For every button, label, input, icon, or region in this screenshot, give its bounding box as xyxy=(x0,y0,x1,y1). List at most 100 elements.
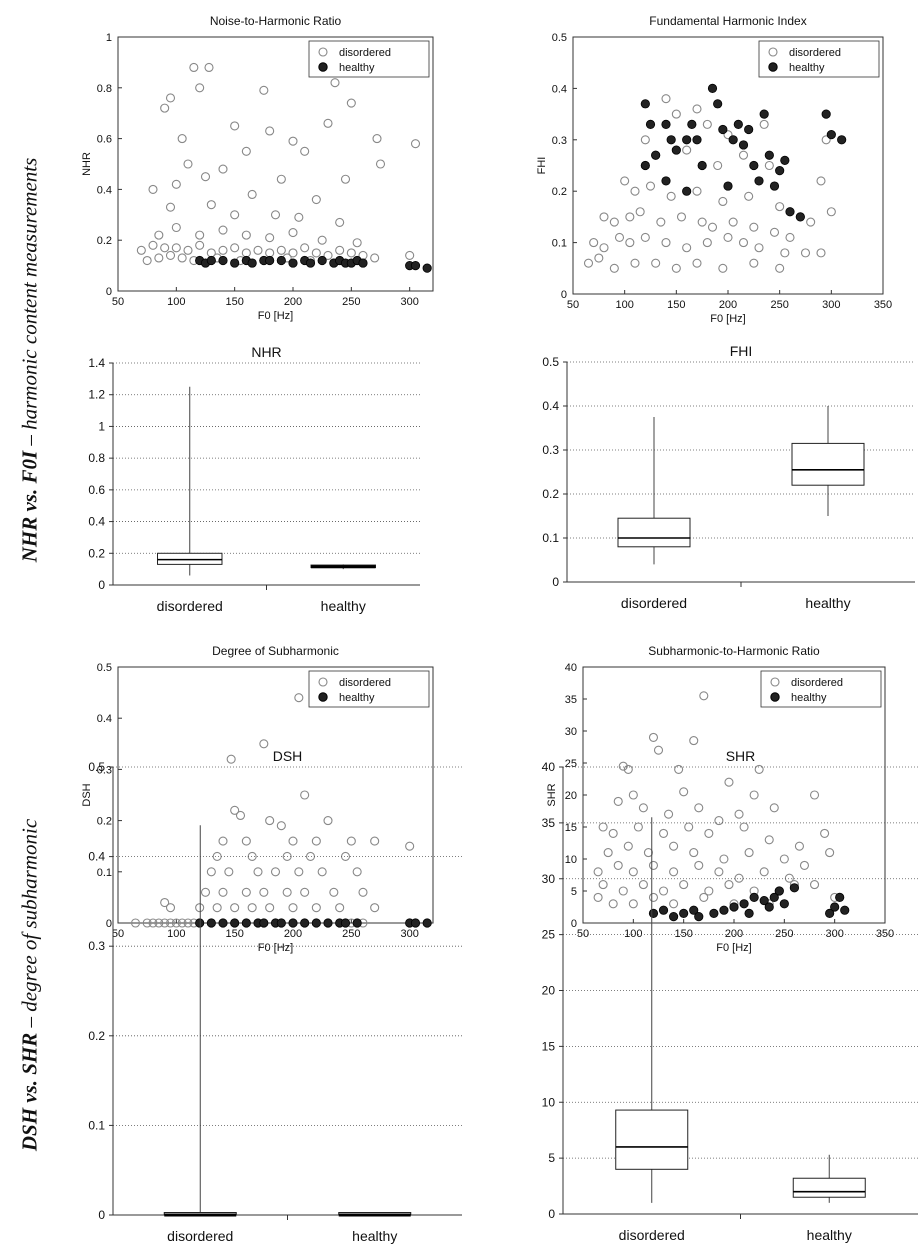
shr-scatter-point-disordered xyxy=(744,848,754,858)
dsh-scatter-xlabel: F0 [Hz] xyxy=(258,942,293,954)
fhi-scatter-point-disordered xyxy=(635,207,645,217)
dsh-scatter-point-disordered xyxy=(212,903,222,913)
dsh-scatter-point-disordered xyxy=(335,903,345,913)
nhr-scatter-xtick-label: 200 xyxy=(284,296,302,308)
dsh-scatter-point-healthy xyxy=(206,918,216,928)
fhi-scatter-point-disordered xyxy=(661,238,671,248)
dsh-scatter-ytick-label: 0.2 xyxy=(97,816,112,828)
dsh-scatter-point-disordered xyxy=(294,693,304,703)
fhi-scatter-point-disordered xyxy=(640,135,650,145)
dsh-scatter-point-disordered xyxy=(282,851,292,861)
shr-scatter-xtick-label: 100 xyxy=(624,928,642,940)
nhr-scatter-point-healthy xyxy=(317,255,327,266)
dsh-scatter-xtick-label: 300 xyxy=(400,928,418,940)
shr-scatter-point-disordered xyxy=(648,732,659,742)
nhr-scatter-ytick-label: 0.2 xyxy=(97,235,112,247)
dsh-scatter-point-disordered xyxy=(171,918,181,928)
nhr-scatter-ytick-label: 0.6 xyxy=(97,134,112,146)
shr-scatter-point-disordered xyxy=(714,816,724,826)
dsh-scatter-point-disordered xyxy=(329,887,339,897)
nhr-scatter-xtick-label: 100 xyxy=(167,296,185,308)
nhr-scatter-ytick-label: 0.4 xyxy=(97,184,112,196)
fhi-scatter-point-disordered xyxy=(692,104,702,114)
nhr-scatter-point-healthy xyxy=(305,258,316,268)
dsh-scatter-point-disordered xyxy=(195,903,205,913)
shr-scatter-point-disordered xyxy=(653,745,664,755)
shr-scatter-point-disordered xyxy=(603,848,613,858)
shr-scatter-point-disordered xyxy=(658,828,669,838)
shr-box-title: SHR xyxy=(726,748,756,764)
shr-scatter-point-disordered xyxy=(784,873,794,883)
nhr-scatter-point-healthy xyxy=(276,255,286,266)
fhi-scatter-ylabel: FHI xyxy=(536,157,548,175)
shr-scatter-point-healthy xyxy=(709,908,719,919)
fhi-scatter-ytick-label: 0.1 xyxy=(552,238,567,250)
nhr-scatter-xtick-label: 300 xyxy=(400,296,418,308)
fhi-scatter-point-disordered xyxy=(723,130,733,140)
shr-scatter-point-disordered xyxy=(628,899,638,909)
fhi-scatter-point-healthy xyxy=(682,135,692,145)
fhi-scatter-point-healthy xyxy=(661,119,671,129)
dsh-box-ytick-label: 0 xyxy=(98,1208,105,1222)
dsh-scatter-point-disordered xyxy=(346,836,356,846)
nhr-scatter-point-disordered xyxy=(323,250,333,260)
fhi-scatter-point-disordered xyxy=(697,217,707,227)
nhr-scatter-ytick-label: 0.8 xyxy=(97,83,112,95)
fhi-box-category-label: healthy xyxy=(805,595,850,611)
shr-scatter-xtick-label: 150 xyxy=(674,928,692,940)
shr-scatter-point-healthy xyxy=(679,908,689,919)
shr-scatter-xtick-label: 250 xyxy=(775,928,793,940)
shr-scatter-point-disordered xyxy=(724,777,734,787)
nhr-scatter-point-disordered xyxy=(171,179,181,189)
dsh-scatter-point-healthy xyxy=(352,918,362,928)
dsh-box-title: DSH xyxy=(273,748,303,764)
shr-scatter-point-disordered xyxy=(633,822,643,832)
fhi-scatter-xtick-label: 300 xyxy=(822,299,840,311)
nhr-scatter-point-disordered xyxy=(241,248,251,258)
shr-scatter-point-healthy xyxy=(729,902,739,912)
fhi-scatter-legend-healthy: healthy xyxy=(789,62,825,74)
dsh-scatter-point-disordered xyxy=(358,887,368,897)
nhr-scatter-xlabel: F0 [Hz] xyxy=(258,310,293,322)
dsh-box-category-label: disordered xyxy=(167,1228,233,1244)
shr-scatter-point-disordered xyxy=(669,867,679,877)
shr-box-ytick-label: 20 xyxy=(542,984,556,998)
shr-box-ytick-label: 15 xyxy=(542,1039,556,1053)
fhi-scatter-point-disordered xyxy=(738,150,749,160)
dsh-scatter-point-healthy xyxy=(241,918,251,928)
shr-scatter-point-disordered xyxy=(764,835,774,845)
nhr-scatter-point-disordered xyxy=(160,243,170,253)
fhi-scatter-point-disordered xyxy=(682,243,692,253)
dsh-scatter-point-disordered xyxy=(317,867,327,877)
shr-box-ytick-label: 0 xyxy=(548,1207,555,1221)
shr-scatter-point-disordered xyxy=(623,841,633,851)
nhr-scatter-point-disordered xyxy=(171,243,181,253)
fhi-scatter-point-disordered xyxy=(702,238,712,248)
fhi-scatter-point-disordered xyxy=(671,263,681,273)
dsh-scatter-point-disordered xyxy=(218,836,228,846)
dsh-scatter-point-disordered xyxy=(165,903,176,913)
dsh-scatter-point-healthy xyxy=(340,918,351,928)
shr-scatter-xtick-label: 300 xyxy=(825,928,843,940)
shr-box-category-label: healthy xyxy=(807,1227,852,1243)
dsh-scatter-legend-box xyxy=(308,670,430,708)
dsh-scatter-point-disordered xyxy=(370,903,380,913)
fhi-box-title: FHI xyxy=(730,343,753,359)
nhr-scatter-point-disordered xyxy=(259,85,269,95)
dsh-scatter-title: Degree of Subharmonic xyxy=(212,644,339,658)
nhr-scatter-point-disordered xyxy=(183,245,193,255)
shr-scatter-point-disordered xyxy=(598,822,608,832)
nhr-scatter-point-disordered xyxy=(148,240,158,250)
nhr-scatter-point-disordered xyxy=(317,235,327,245)
fhi-scatter-point-disordered xyxy=(599,243,609,253)
nhr-scatter-point-disordered xyxy=(218,245,228,255)
dsh-scatter-point-disordered xyxy=(311,836,321,846)
shr-scatter-ytick-label: 5 xyxy=(571,886,577,898)
nhr-scatter-point-disordered xyxy=(276,174,286,184)
nhr-scatter-point-disordered xyxy=(410,139,421,149)
fhi-scatter-point-disordered xyxy=(738,238,749,248)
fhi-scatter-point-healthy xyxy=(661,176,671,186)
shr-scatter-point-disordered xyxy=(664,809,674,819)
fhi-scatter-point-healthy xyxy=(671,145,681,155)
shr-scatter-point-healthy xyxy=(668,911,679,922)
